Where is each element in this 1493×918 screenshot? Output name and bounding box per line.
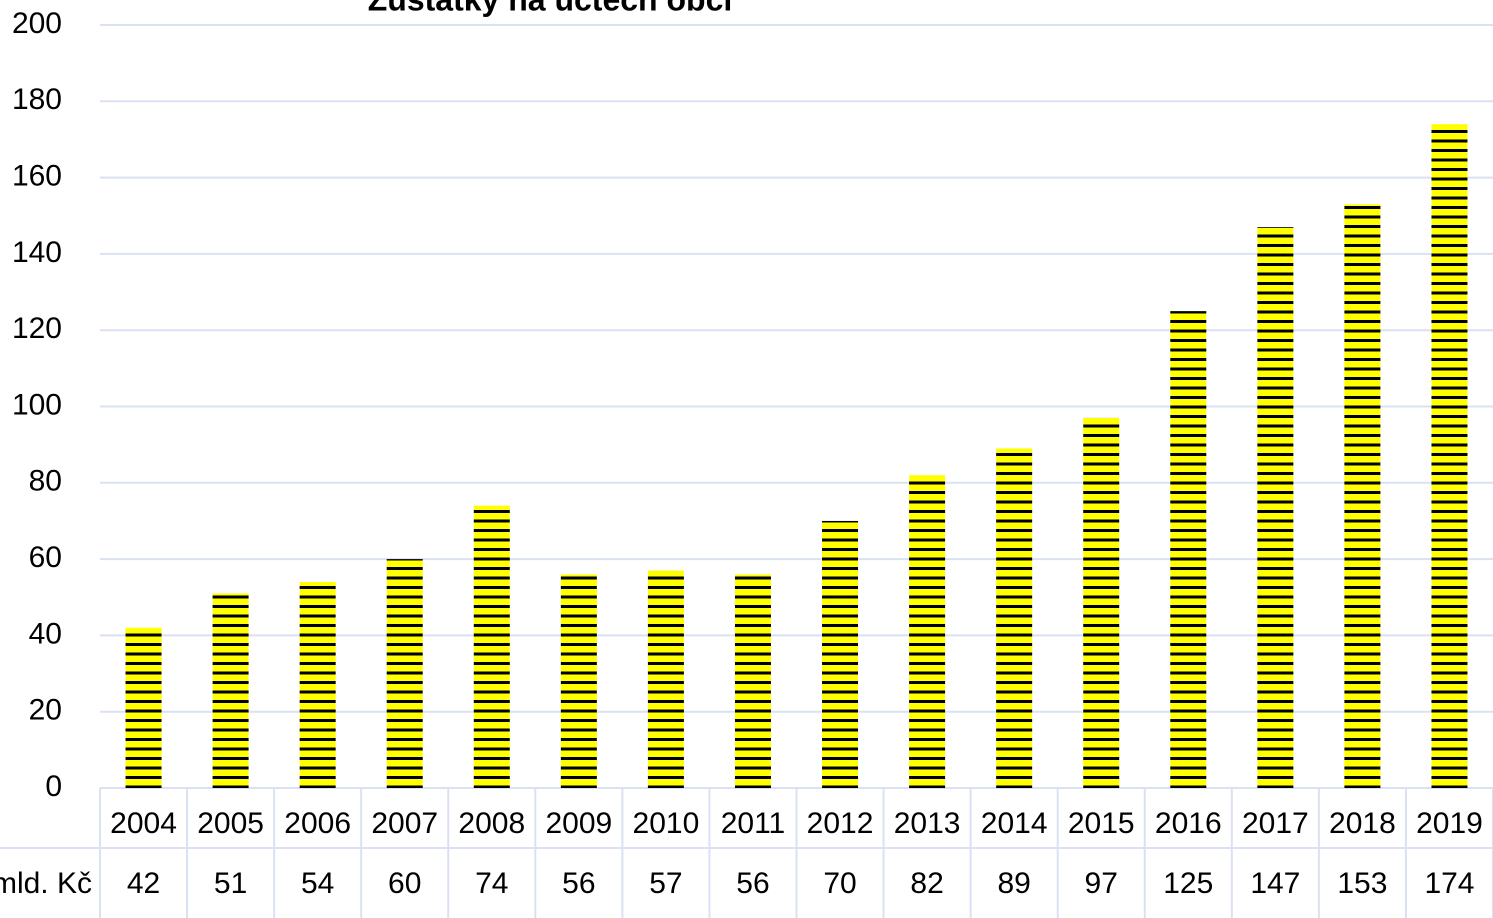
x-tick-label: 2007 [371, 807, 438, 840]
bar [1431, 124, 1468, 788]
bar [909, 475, 946, 788]
y-tick-label: 80 [29, 465, 62, 498]
bar [1257, 227, 1294, 788]
x-tick-label: 2016 [1155, 807, 1222, 840]
y-tick-label: 20 [29, 694, 62, 727]
y-tick-label: 60 [29, 541, 62, 574]
y-tick-label: 120 [12, 312, 62, 345]
bar [1083, 417, 1120, 788]
bar [647, 570, 684, 788]
y-tick-label: 140 [12, 236, 62, 269]
bar [473, 505, 510, 788]
table-value: 125 [1163, 867, 1213, 900]
y-tick-label: 180 [12, 83, 62, 116]
y-tick-label: 40 [29, 617, 62, 650]
bar [212, 593, 249, 788]
bar [822, 520, 859, 788]
x-tick-label: 2013 [894, 807, 961, 840]
bar [125, 627, 162, 788]
table-value: 54 [301, 867, 334, 900]
x-tick-label: 2012 [807, 807, 874, 840]
x-tick-label: 2005 [197, 807, 264, 840]
bar [1344, 204, 1381, 788]
bar [734, 574, 771, 788]
table-value: 57 [649, 867, 682, 900]
table-value: 82 [910, 867, 943, 900]
table-value: 51 [214, 867, 247, 900]
y-tick-label: 100 [12, 388, 62, 421]
y-tick-label: 160 [12, 160, 62, 193]
bar [996, 448, 1033, 788]
table-value: 70 [823, 867, 856, 900]
table-value: 97 [1085, 867, 1118, 900]
table-value: 89 [997, 867, 1030, 900]
bar [299, 581, 336, 788]
y-tick-label: 200 [12, 7, 62, 40]
x-tick-label: 2010 [633, 807, 700, 840]
y-tick-label: 0 [45, 770, 62, 803]
x-tick-label: 2011 [721, 807, 786, 840]
table-value: 153 [1337, 867, 1387, 900]
table-value: 174 [1424, 867, 1474, 900]
x-tick-label: 2019 [1416, 807, 1483, 840]
x-tick-label: 2017 [1242, 807, 1309, 840]
x-tick-label: 2004 [110, 807, 177, 840]
table-value: 147 [1250, 867, 1300, 900]
x-tick-label: 2014 [981, 807, 1048, 840]
table-value: 74 [475, 867, 508, 900]
bar [386, 559, 423, 788]
x-tick-label: 2009 [545, 807, 612, 840]
table-value: 56 [736, 867, 769, 900]
chart-title: Zůstatky na účtech obcí [368, 0, 734, 17]
row-label: mld. Kč [0, 867, 92, 900]
x-tick-label: 2006 [284, 807, 351, 840]
bar [1170, 311, 1207, 788]
x-tick-label: 2018 [1329, 807, 1396, 840]
x-tick-label: 2008 [458, 807, 525, 840]
table-value: 60 [388, 867, 421, 900]
x-tick-label: 2015 [1068, 807, 1135, 840]
bar [560, 574, 597, 788]
table-value: 42 [127, 867, 160, 900]
table-value: 56 [562, 867, 595, 900]
